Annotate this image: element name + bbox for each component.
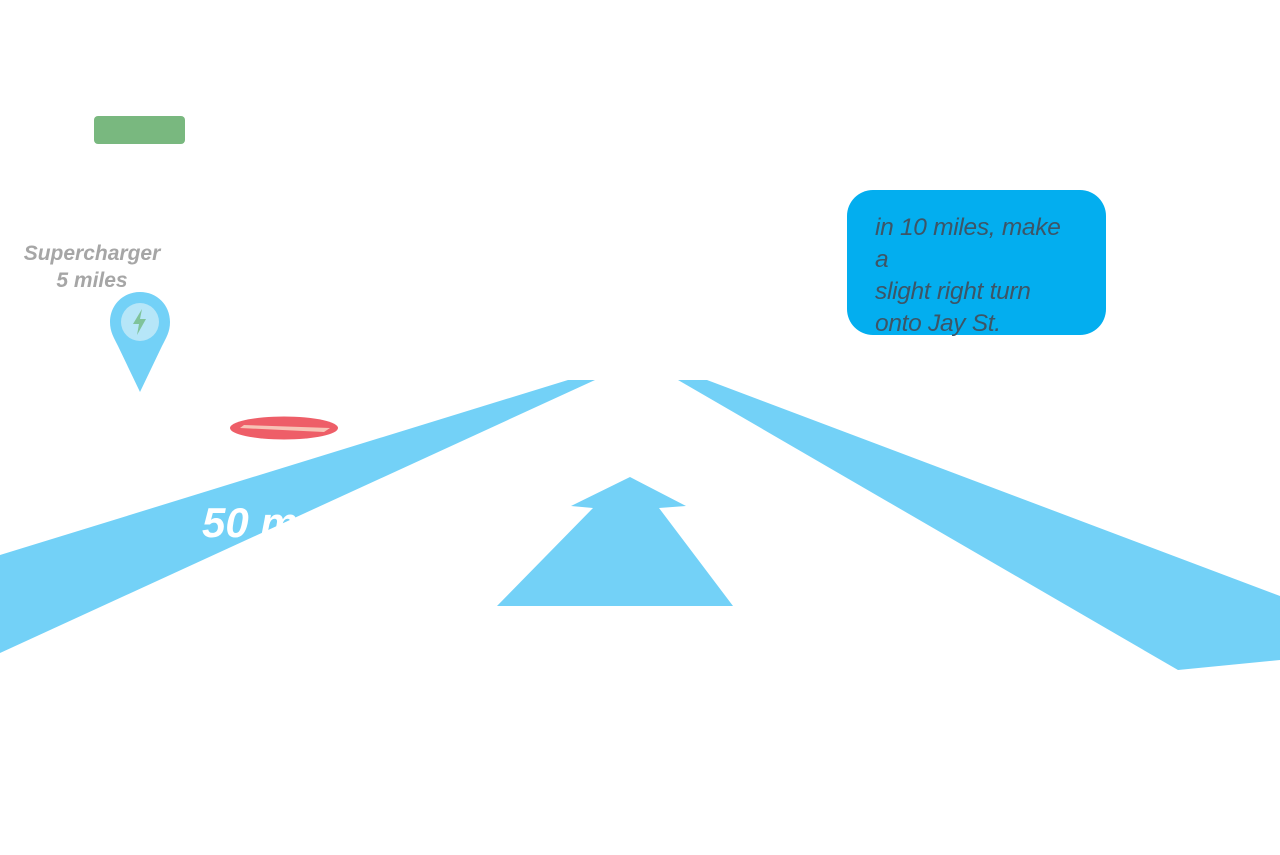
instruction-line-2: slight right turn: [875, 278, 1031, 305]
instruction-line-1: in 10 miles, make a: [875, 214, 1061, 273]
supercharger-distance: 5 miles: [56, 269, 128, 292]
no-entry-icon: [230, 416, 338, 440]
supercharger-label: Supercharger 5 miles: [12, 240, 172, 294]
instruction-line-3: onto Jay St.: [875, 310, 1001, 337]
right-lane-stripe: [678, 380, 1280, 670]
lightning-bolt-icon: [133, 309, 146, 335]
battery-level-bar: [94, 116, 185, 144]
supercharger-pin[interactable]: [108, 292, 172, 394]
straight-ahead-arrow-icon: [497, 477, 733, 606]
left-lane-stripe: [0, 380, 595, 653]
supercharger-title: Supercharger: [23, 242, 161, 265]
navigation-instruction-bubble[interactable]: in 10 miles, make a slight right turn on…: [847, 190, 1106, 337]
